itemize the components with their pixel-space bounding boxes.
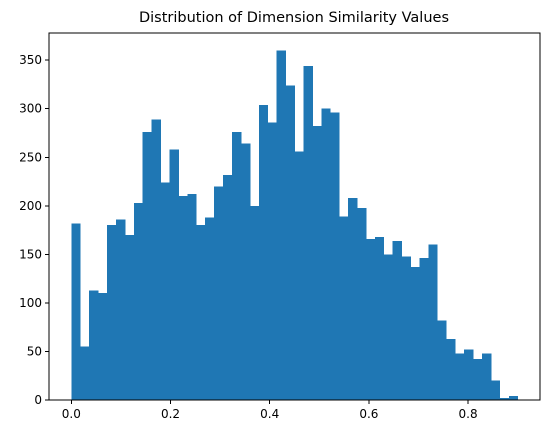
histogram-bar	[392, 240, 403, 400]
histogram-bar	[214, 186, 224, 400]
histogram-bar	[89, 290, 99, 400]
histogram-bar	[258, 104, 269, 400]
histogram-bar	[312, 126, 322, 400]
histogram-bar	[160, 182, 170, 400]
histogram-bar	[437, 320, 447, 400]
histogram-bar	[133, 202, 144, 400]
histogram-bar	[187, 194, 197, 400]
y-tick-label: 300	[19, 102, 42, 116]
axes-frame	[48, 32, 541, 401]
histogram-bar	[294, 151, 304, 400]
x-tick-label: 0.4	[260, 407, 279, 421]
y-tick-label: 50	[27, 344, 42, 358]
histogram-bar	[151, 119, 161, 401]
histogram-bar	[80, 346, 90, 400]
y-tick-label: 350	[19, 53, 42, 67]
histogram-bar	[356, 207, 367, 400]
histogram-bar	[240, 143, 251, 400]
histogram-bar	[383, 254, 394, 400]
x-tick-label: 0.0	[62, 407, 81, 421]
histogram-bar	[178, 196, 188, 400]
y-axis-ticks: 0 50 100 150 200 250 300 350	[19, 53, 49, 407]
histogram-bar	[401, 256, 411, 400]
histogram-bar	[196, 225, 206, 400]
histogram-bar	[115, 219, 126, 400]
y-tick-label: 0	[34, 393, 42, 407]
histogram-bar	[473, 359, 483, 400]
histogram-bar	[428, 244, 438, 400]
histogram-bar	[446, 338, 456, 400]
histogram-bar	[205, 217, 215, 400]
histogram-bar	[464, 349, 474, 400]
histogram-bar	[490, 380, 501, 400]
histogram-bar	[285, 85, 295, 400]
histogram-bar	[98, 293, 108, 400]
histogram-bar	[374, 236, 385, 400]
histogram-bar	[410, 266, 420, 400]
histogram-bar	[169, 149, 179, 400]
y-tick-label: 100	[19, 296, 42, 310]
y-tick-label: 150	[19, 247, 42, 261]
histogram-bar	[223, 174, 233, 400]
histogram-bar	[124, 234, 135, 400]
histogram-bar	[303, 66, 313, 400]
histogram-bar	[481, 353, 492, 400]
y-tick-label: 250	[19, 150, 42, 164]
y-tick-label: 200	[19, 199, 42, 213]
chart-title: Distribution of Dimension Similarity Val…	[139, 10, 449, 26]
histogram-bar	[321, 108, 331, 400]
histogram-bar	[508, 396, 519, 400]
histogram-bar	[107, 225, 117, 400]
x-tick-label: 0.8	[459, 407, 478, 421]
histogram-bar	[365, 238, 376, 400]
histogram-bar	[348, 198, 358, 400]
bars-group	[71, 50, 519, 401]
x-tick-label: 0.2	[161, 407, 180, 421]
histogram-bar	[339, 216, 349, 400]
x-tick-label: 0.6	[359, 407, 378, 421]
histogram-bar	[276, 50, 286, 400]
histogram-bar	[249, 205, 260, 400]
histogram-bar	[142, 132, 153, 401]
histogram-bar	[71, 223, 81, 400]
histogram-bar	[499, 398, 510, 400]
histogram-bar	[232, 132, 242, 401]
x-axis-ticks: 0.0 0.2 0.4 0.6 0.8	[62, 400, 478, 421]
histogram-bar	[419, 258, 429, 400]
histogram-bar	[455, 353, 465, 400]
histogram-bar	[330, 112, 340, 400]
histogram-bar	[267, 122, 278, 400]
